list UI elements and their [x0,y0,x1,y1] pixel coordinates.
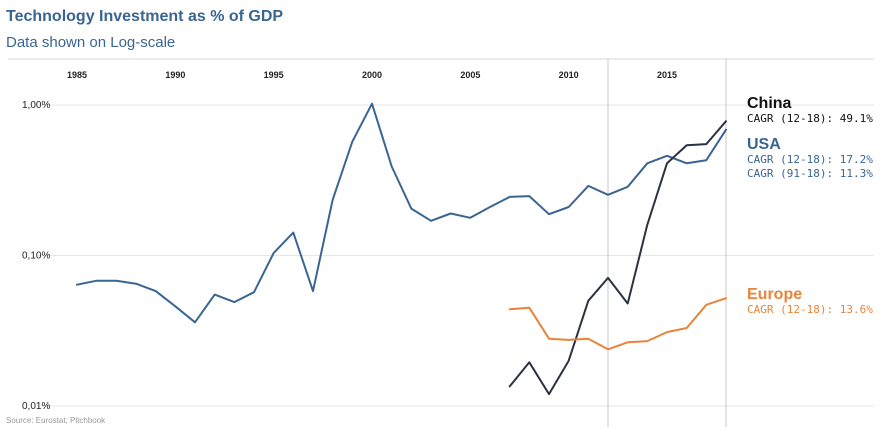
x-tick-label: 1995 [264,70,284,80]
series-label-europe: Europe [747,286,802,303]
y-axis: 1,00% 0,10% 0,01% [22,100,50,412]
y-tick-label: 1,00% [22,100,50,111]
x-tick-label: 2005 [460,70,480,80]
cagr-label-usa: CAGR (12-18): 17.2% [747,153,873,166]
x-axis: 1985 1990 1995 2000 2005 2010 2015 [67,70,677,80]
x-tick-label: 1985 [67,70,87,80]
series-line-usa [76,102,727,324]
source-note: Source: Eurostat; Pitchbook [6,416,106,425]
chart-title: Technology Investment as % of GDP [6,8,284,25]
series-label-china: China [747,95,792,112]
x-tick-label: 2000 [362,70,382,80]
grid-layer [8,58,874,427]
series-layer [76,102,727,396]
y-tick-label: 0,10% [22,251,50,262]
series-line-china [508,120,727,396]
cagr-label-china: CAGR (12-18): 49.1% [747,112,873,125]
cagr-label-europe: CAGR (12-18): 13.6% [747,303,873,316]
series-line-europe [508,297,727,351]
cagr-label-usa: CAGR (91-18): 11.3% [747,167,873,180]
y-tick-label: 0,01% [22,401,50,412]
x-tick-label: 1990 [165,70,185,80]
chart-subtitle: Data shown on Log-scale [6,34,176,51]
x-tick-label: 2015 [657,70,677,80]
x-tick-label: 2010 [559,70,579,80]
series-label-usa: USA [747,136,781,153]
